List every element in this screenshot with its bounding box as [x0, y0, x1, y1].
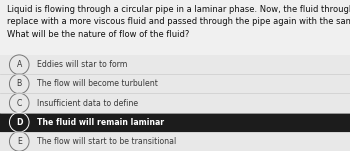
Text: B: B: [17, 79, 22, 88]
Text: The flow will start to be transitional: The flow will start to be transitional: [37, 137, 176, 146]
Text: The fluid will remain laminar: The fluid will remain laminar: [37, 118, 164, 127]
FancyBboxPatch shape: [0, 93, 350, 113]
Ellipse shape: [9, 55, 29, 74]
Text: The flow will become turbulent: The flow will become turbulent: [37, 79, 158, 88]
FancyBboxPatch shape: [0, 55, 350, 74]
Text: Insufficient data to define: Insufficient data to define: [37, 99, 138, 108]
FancyBboxPatch shape: [0, 0, 350, 55]
FancyBboxPatch shape: [0, 132, 350, 151]
Text: Eddies will star to form: Eddies will star to form: [37, 60, 127, 69]
Text: C: C: [16, 99, 22, 108]
Ellipse shape: [9, 74, 29, 94]
Text: D: D: [16, 118, 22, 127]
Text: E: E: [17, 137, 22, 146]
FancyBboxPatch shape: [0, 113, 350, 132]
Ellipse shape: [9, 112, 29, 132]
Ellipse shape: [9, 132, 29, 151]
Text: A: A: [17, 60, 22, 69]
Ellipse shape: [9, 93, 29, 113]
Text: Liquid is flowing through a circular pipe in a laminar phase. Now, the fluid thr: Liquid is flowing through a circular pip…: [7, 5, 350, 39]
FancyBboxPatch shape: [0, 74, 350, 93]
